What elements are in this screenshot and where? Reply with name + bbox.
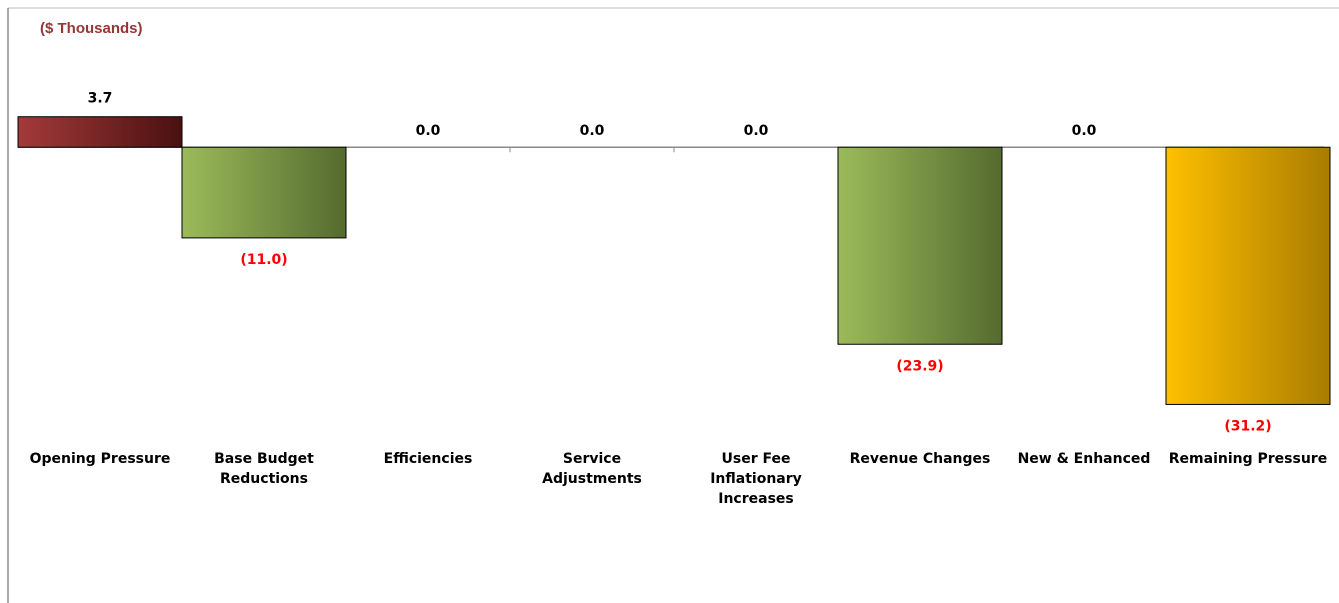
x-tick-label: New & Enhanced [1017,451,1151,467]
x-tick-label: Revenue Changes [849,451,991,467]
x-tick-label: Efficiencies [383,451,473,467]
value-label: (11.0) [240,252,287,268]
value-label: (23.9) [896,358,943,374]
value-label: 0.0 [580,123,605,139]
value-label: 0.0 [744,123,769,139]
bar [181,146,347,239]
value-label: 3.7 [88,91,113,107]
bar [17,116,183,148]
x-tick-label: User Fee Inflationary Increases [710,451,802,507]
bar [1165,146,1331,405]
x-tick-label: Remaining Pressure [1168,451,1328,467]
x-tick-label: Opening Pressure [29,451,171,467]
x-tick-label: Base Budget Reductions [214,451,314,487]
bar [837,146,1003,345]
x-tick-label: Service Adjustments [542,451,642,487]
value-label: 0.0 [416,123,441,139]
value-label: 0.0 [1072,123,1097,139]
subtitle: ($ Thousands) [40,20,143,37]
value-label: (31.2) [1224,418,1271,434]
